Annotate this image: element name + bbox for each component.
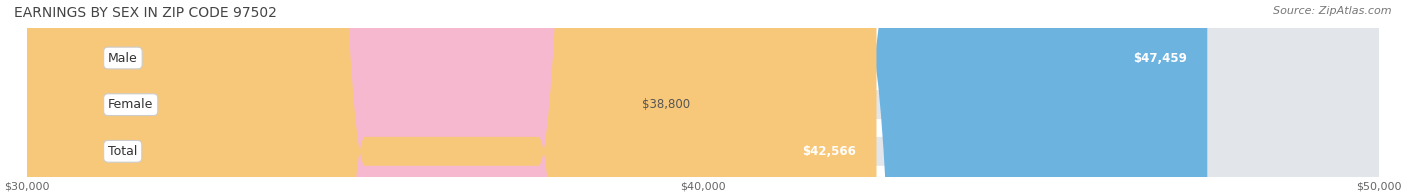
Text: Total: Total bbox=[108, 145, 138, 158]
Text: $42,566: $42,566 bbox=[803, 145, 856, 158]
FancyBboxPatch shape bbox=[27, 0, 1379, 196]
FancyBboxPatch shape bbox=[27, 0, 876, 196]
Text: EARNINGS BY SEX IN ZIP CODE 97502: EARNINGS BY SEX IN ZIP CODE 97502 bbox=[14, 6, 277, 20]
FancyBboxPatch shape bbox=[27, 0, 621, 196]
Text: Male: Male bbox=[108, 52, 138, 64]
Text: $47,459: $47,459 bbox=[1133, 52, 1187, 64]
FancyBboxPatch shape bbox=[27, 0, 1379, 196]
FancyBboxPatch shape bbox=[27, 0, 1379, 196]
Text: $38,800: $38,800 bbox=[643, 98, 690, 111]
Text: Female: Female bbox=[108, 98, 153, 111]
FancyBboxPatch shape bbox=[27, 0, 1208, 196]
Text: Source: ZipAtlas.com: Source: ZipAtlas.com bbox=[1274, 6, 1392, 16]
